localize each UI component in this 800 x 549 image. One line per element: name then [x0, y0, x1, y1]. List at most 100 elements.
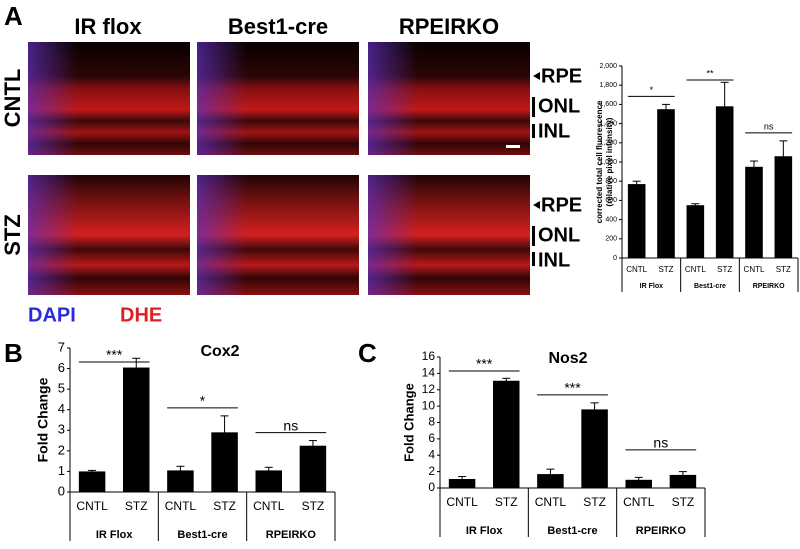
- bar: [669, 474, 697, 488]
- x-tick-label: STZ: [213, 499, 236, 513]
- x-tick-label: CNTL: [626, 265, 647, 274]
- group-label: RPEIRKO: [266, 529, 317, 541]
- y-tick-label: 1,200: [599, 140, 617, 147]
- y-tick-label: 8: [428, 415, 435, 429]
- micrographs: [28, 42, 530, 295]
- y-tick-label: 1,600: [599, 101, 617, 108]
- y-tick-label: 2,000: [599, 63, 617, 70]
- bar: [627, 184, 646, 258]
- significance-label: ns: [653, 435, 668, 451]
- y-tick-label: 800: [605, 178, 617, 185]
- y-axis-label: Fold Change: [401, 383, 416, 462]
- layer-label: INL: [538, 120, 570, 142]
- y-tick-label: 14: [422, 366, 436, 380]
- chart-title: Nos2: [548, 350, 587, 367]
- bar: [745, 166, 763, 258]
- y-tick-label: 1,400: [599, 120, 617, 127]
- group-label: RPEIRKO: [636, 525, 687, 537]
- group-label: IR Flox: [96, 529, 134, 541]
- x-tick-label: STZ: [658, 265, 673, 274]
- group-label: IR Flox: [640, 283, 663, 290]
- column-header: IR flox: [74, 14, 142, 39]
- bar: [493, 380, 520, 488]
- x-tick-label: STZ: [495, 495, 518, 509]
- row-label: STZ: [0, 214, 25, 256]
- y-tick-label: 1,000: [599, 159, 617, 166]
- column-header: Best1-cre: [228, 14, 328, 39]
- y-tick-label: 12: [422, 382, 436, 396]
- panel-label: A: [4, 1, 23, 31]
- bar: [625, 479, 652, 488]
- panel-label: B: [4, 338, 23, 368]
- y-tick-label: 4: [428, 447, 435, 461]
- bar: [78, 471, 106, 492]
- y-tick-label: 0: [613, 255, 617, 262]
- bar: [581, 409, 608, 488]
- y-tick-label: 2: [58, 442, 65, 457]
- x-tick-label: CNTL: [446, 495, 478, 509]
- significance-label: ***: [476, 356, 493, 372]
- group-label: IR Flox: [466, 525, 504, 537]
- x-tick-label: STZ: [776, 265, 791, 274]
- y-tick-label: 10: [422, 398, 436, 412]
- stain-label: DAPI: [28, 304, 76, 326]
- x-tick-label: STZ: [583, 495, 606, 509]
- x-tick-label: STZ: [302, 499, 325, 513]
- x-tick-label: CNTL: [165, 499, 197, 513]
- bar: [715, 106, 734, 258]
- significance-label: ns: [764, 121, 774, 131]
- x-tick-label: CNTL: [76, 499, 108, 513]
- x-tick-label: CNTL: [685, 265, 706, 274]
- y-tick-label: 1,800: [599, 82, 617, 89]
- x-tick-label: STZ: [717, 265, 732, 274]
- panel-label: C: [358, 338, 377, 368]
- significance-label: **: [706, 68, 714, 78]
- x-tick-label: CNTL: [623, 495, 655, 509]
- layer-label: RPE: [541, 65, 582, 87]
- group-label: Best1-cre: [177, 529, 227, 541]
- y-tick-label: 0: [428, 480, 435, 494]
- significance-label: ***: [106, 347, 123, 363]
- y-tick-label: 5: [58, 381, 65, 396]
- y-tick-label: 1: [58, 463, 65, 478]
- y-axis-label: Fold Change: [35, 377, 51, 462]
- y-tick-label: 400: [605, 216, 617, 223]
- group-label: Best1-cre: [547, 525, 597, 537]
- significance-label: *: [200, 393, 206, 409]
- y-axis-label: (relative pixel intensity): [605, 117, 614, 206]
- bar: [167, 470, 194, 492]
- layer-label: INL: [538, 249, 570, 271]
- y-tick-label: 4: [58, 401, 65, 416]
- bar: [299, 445, 327, 492]
- significance-label: ***: [564, 380, 581, 396]
- y-tick-label: 200: [605, 236, 617, 243]
- chart-title: Cox2: [200, 343, 239, 360]
- significance-label: ns: [283, 417, 298, 433]
- layer-label: ONL: [538, 95, 580, 117]
- bar: [537, 474, 564, 488]
- x-tick-label: CNTL: [744, 265, 765, 274]
- y-tick-label: 16: [422, 349, 436, 363]
- y-tick-label: 6: [428, 431, 435, 445]
- bar: [657, 109, 675, 258]
- layer-label: ONL: [538, 224, 580, 246]
- bar: [686, 205, 705, 258]
- y-tick-label: 0: [58, 483, 65, 498]
- bar: [774, 156, 793, 258]
- group-label: RPEIRKO: [753, 283, 785, 290]
- y-tick-label: 7: [58, 339, 65, 354]
- y-axis-label: corrected total cell fluorescence: [595, 100, 604, 223]
- y-tick-label: 2: [428, 464, 435, 478]
- group-label: Best1-cre: [694, 283, 726, 290]
- x-tick-label: STZ: [125, 499, 148, 513]
- y-tick-label: 6: [58, 360, 65, 375]
- x-tick-label: CNTL: [253, 499, 285, 513]
- y-tick-label: 600: [605, 197, 617, 204]
- row-label: CNTL: [0, 69, 25, 128]
- significance-label: *: [650, 85, 654, 95]
- bar: [123, 367, 150, 492]
- bar: [448, 478, 476, 488]
- stain-label: DHE: [120, 304, 162, 326]
- bar: [255, 470, 282, 492]
